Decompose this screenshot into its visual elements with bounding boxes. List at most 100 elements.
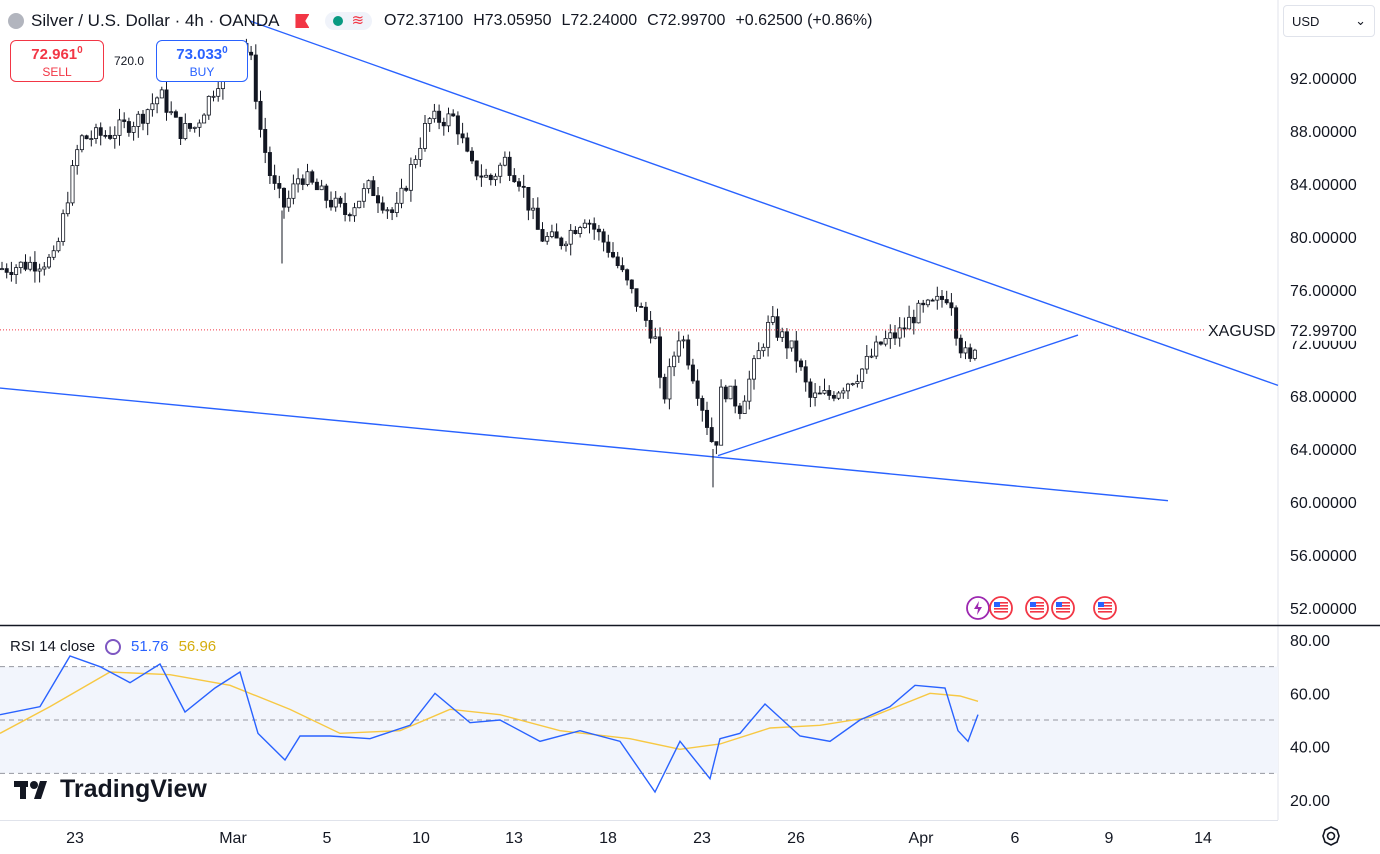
sell-button[interactable]: 72.9610 SELL [10, 40, 104, 82]
flag-stripe [1098, 602, 1112, 604]
rsi-tick-label: 80.00 [1290, 633, 1330, 650]
time-tick-label: 18 [599, 830, 617, 847]
us-flag-icon[interactable] [1025, 596, 1049, 620]
candle [286, 197, 291, 208]
candle [75, 149, 80, 167]
lower-trendline[interactable] [0, 387, 1169, 502]
flag-stripe [1056, 602, 1070, 604]
candle [291, 183, 296, 199]
candle [296, 178, 301, 185]
candle [507, 156, 512, 176]
trendlines[interactable] [0, 20, 1279, 502]
candle [112, 134, 117, 139]
time-tick-label: 14 [1194, 830, 1212, 847]
currency-select[interactable]: USD ⌄ [1283, 5, 1375, 37]
symbol-header[interactable]: Silver / U.S. Dollar · 4h · OANDA ≋ O72.… [8, 9, 872, 33]
price-tick-label: 88.00000 [1290, 124, 1357, 141]
candle [347, 214, 352, 217]
candle [531, 207, 536, 211]
price-tick-label: 52.00000 [1290, 601, 1357, 618]
rsi-axis[interactable]: 80.00 60.00 40.00 20.00 [1290, 633, 1330, 810]
refresh-icon[interactable] [105, 638, 122, 655]
candle [84, 135, 89, 140]
candle [742, 400, 747, 414]
candle [272, 175, 277, 184]
us-flag-icon[interactable] [1051, 596, 1075, 620]
economic-events[interactable] [966, 596, 1117, 620]
candle [159, 89, 164, 99]
time-tick-label: 26 [787, 830, 805, 847]
buy-button[interactable]: 73.0330 BUY [156, 40, 248, 82]
ohlc-values: O72.37100 H73.05950 L72.24000 C72.99700 … [384, 12, 873, 29]
rsi-value: 51.76 [131, 638, 169, 655]
candle [460, 133, 465, 139]
candle [122, 119, 127, 122]
candle [958, 337, 963, 354]
market-status[interactable]: ≋ [325, 12, 373, 30]
candle [314, 181, 319, 191]
symbol-title[interactable]: Silver / U.S. Dollar · 4h · OANDA [31, 11, 280, 30]
candle [169, 111, 174, 114]
candle [202, 114, 207, 124]
spread-value: 720.0 [114, 54, 145, 68]
candle [883, 338, 888, 345]
rsi-ma-value: 56.96 [178, 638, 217, 655]
time-axis[interactable]: 23 Mar 5 10 13 18 23 26 Apr 6 9 14 [66, 830, 1212, 847]
candle [634, 288, 639, 307]
candle [535, 207, 540, 230]
candle [281, 187, 286, 208]
candle [131, 126, 136, 133]
candle [841, 390, 846, 394]
candle [831, 395, 836, 399]
candle [559, 237, 564, 247]
price-tick-label: 56.00000 [1290, 548, 1357, 565]
us-flag-icon[interactable] [1093, 596, 1117, 620]
candle [695, 380, 700, 399]
upper-trendline[interactable] [249, 20, 1279, 387]
wave-icon: ≋ [351, 12, 365, 29]
candle [150, 103, 155, 111]
candle [65, 202, 70, 215]
flag-icon[interactable] [295, 14, 310, 28]
candle [813, 392, 818, 398]
candle [173, 111, 178, 118]
candle [404, 187, 409, 191]
candle [709, 427, 714, 443]
candle [263, 129, 268, 153]
candle [761, 346, 766, 352]
rsi-legend[interactable]: RSI 14 close 51.76 56.96 [10, 638, 216, 655]
lightning-icon[interactable] [966, 596, 990, 620]
candle [469, 150, 474, 162]
candle [216, 88, 221, 97]
candle [42, 266, 47, 270]
rsi-band-area [0, 666, 1278, 774]
lightning-bolt [974, 601, 982, 615]
candle [206, 95, 211, 116]
candle [540, 229, 545, 242]
market-open-dot-icon [333, 16, 344, 26]
candle [488, 174, 493, 181]
candle [902, 327, 907, 330]
candle [183, 123, 188, 139]
candle [465, 137, 470, 152]
us-flag-icon[interactable] [989, 596, 1013, 620]
candle [512, 175, 517, 183]
candle [319, 185, 324, 191]
candle [676, 340, 681, 357]
tradingview-logo[interactable]: TradingView [14, 775, 207, 804]
candle [140, 113, 145, 124]
currency-value: USD [1292, 13, 1320, 29]
candle [192, 126, 197, 129]
candle [357, 200, 362, 209]
candle [822, 390, 827, 394]
candle [737, 405, 742, 414]
candle [94, 127, 99, 139]
rising-support-trendline[interactable] [717, 334, 1079, 457]
price-axis[interactable]: 92.00000 88.00000 84.00000 80.00000 76.00000… [1290, 71, 1357, 618]
candle [817, 392, 822, 395]
gear-icon[interactable] [1320, 825, 1342, 847]
candle [474, 160, 479, 177]
candle [639, 306, 644, 308]
candle [949, 302, 954, 309]
